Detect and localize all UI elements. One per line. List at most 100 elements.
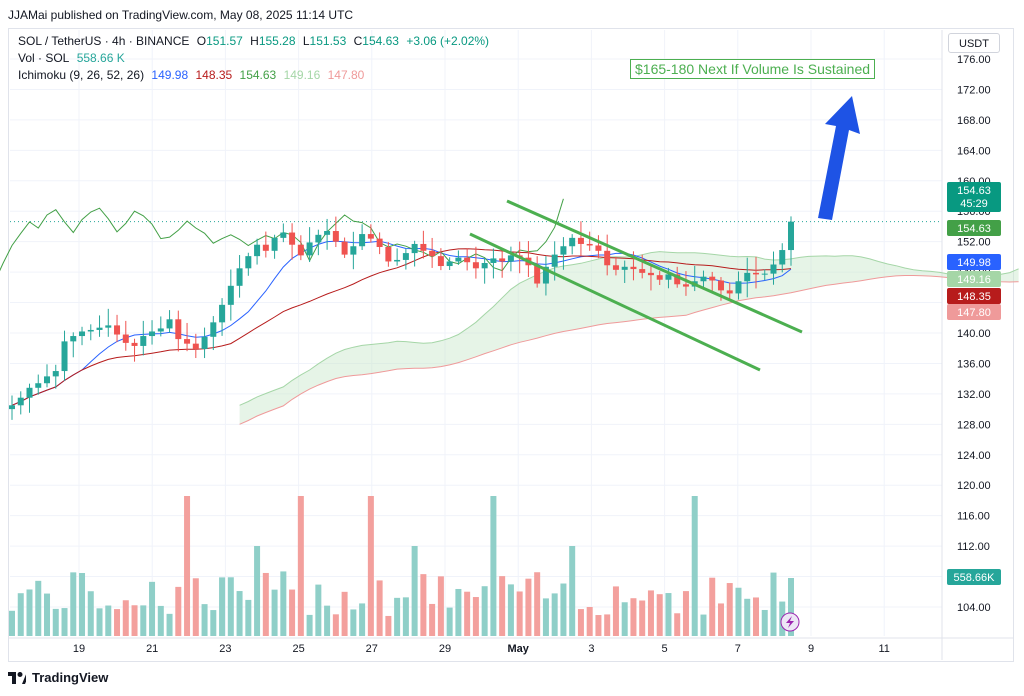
price-tag-label: 154.63 — [957, 185, 991, 197]
volume-bar — [105, 605, 112, 636]
candle-body — [44, 376, 51, 384]
x-tick-label: 9 — [808, 643, 814, 655]
volume-bar — [665, 593, 672, 636]
candle-body — [665, 274, 672, 280]
candle-body — [420, 243, 427, 251]
volume-bar — [437, 576, 444, 636]
x-tick-label: 11 — [878, 643, 889, 655]
upward-arrow-icon — [818, 96, 860, 220]
volume-bar — [201, 604, 208, 636]
volume-bar — [367, 496, 374, 636]
candle-body — [507, 255, 514, 262]
candle-body — [201, 336, 208, 349]
candle-body — [332, 231, 339, 242]
legend-change: +3.06 (+2.02%) — [406, 34, 490, 48]
volume-bar — [131, 605, 138, 636]
volume-bar — [411, 546, 418, 636]
volume-bar — [210, 610, 217, 636]
volume-bar — [429, 603, 436, 636]
legend-ichimoku-label[interactable]: Ichimoku (9, 26, 52, 26) — [18, 68, 145, 82]
volume-bar — [61, 608, 68, 636]
candle-body — [735, 281, 742, 294]
ichimoku-cloud — [239, 251, 1019, 425]
volume-bar — [324, 605, 331, 636]
volume-bar — [577, 609, 584, 636]
chart-frame[interactable] — [8, 28, 1014, 662]
x-tick-label: 29 — [439, 643, 451, 655]
candle-body — [577, 237, 584, 244]
ichimoku-base-value: 148.35 — [195, 68, 233, 82]
volume-bar — [542, 598, 549, 636]
candle-body — [481, 262, 488, 269]
legend-volume-label[interactable]: Vol · SOL — [18, 51, 70, 65]
candle-body — [289, 232, 296, 245]
candle-body — [35, 383, 42, 388]
volume-bar — [157, 605, 164, 636]
y-tick-label: 132.00 — [957, 389, 991, 401]
legend-symbol[interactable]: SOL / TetherUS · 4h · BINANCE — [18, 34, 190, 48]
volume-bar — [761, 609, 768, 636]
volume-bar — [525, 578, 532, 636]
x-tick-label: 3 — [588, 643, 594, 655]
candle-body — [595, 245, 602, 251]
price-target-annotation[interactable]: $165-180 Next If Volume Is Sustained — [630, 59, 876, 79]
footer-brand[interactable]: TradingView — [8, 670, 108, 685]
candle-body — [499, 258, 506, 262]
volume-bar — [647, 590, 654, 636]
volume-bar — [612, 586, 619, 636]
volume-bar — [114, 609, 121, 636]
y-tick-label: 124.00 — [957, 450, 991, 462]
candle-body — [569, 237, 576, 247]
candle-body — [717, 280, 724, 291]
volume-bar — [17, 593, 24, 636]
candle-body — [490, 258, 497, 263]
candle-body — [682, 284, 689, 287]
volume-bar — [595, 615, 602, 636]
x-tick-label: 5 — [662, 643, 668, 655]
volume-bar — [744, 598, 751, 636]
y-tick-label: 168.00 — [957, 115, 991, 127]
volume-bar — [227, 577, 234, 636]
candle-body — [17, 397, 24, 406]
volume-bar — [735, 587, 742, 636]
candle-body — [79, 331, 86, 337]
volume-bar — [586, 606, 593, 636]
candle-body — [429, 250, 436, 257]
volume-bar — [464, 591, 471, 636]
volume-bar — [35, 580, 42, 636]
candle-body — [788, 221, 794, 251]
volume-bar — [630, 598, 637, 636]
ichimoku-span-a-value: 149.16 — [283, 68, 321, 82]
volume-bar — [402, 597, 409, 636]
legend-low: L151.53 — [302, 34, 347, 48]
candle-body — [604, 250, 611, 266]
ichimoku-conversion-line — [11, 240, 792, 406]
candle-body — [367, 234, 374, 239]
volume-bar — [184, 496, 191, 636]
candle-body — [630, 266, 637, 270]
currency-button[interactable]: USDT — [948, 33, 1000, 53]
volume-bar — [297, 496, 304, 636]
legend-symbol-row: SOL / TetherUS · 4h · BINANCE O151.57 H1… — [18, 34, 493, 48]
candle-body — [122, 334, 129, 343]
candle-body — [779, 250, 786, 265]
volume-bar — [490, 496, 497, 636]
x-tick-label: 21 — [146, 643, 158, 655]
candle-body — [700, 276, 707, 282]
candle-body — [96, 327, 103, 330]
volume-bar — [385, 615, 392, 636]
legend-open: O151.57 — [196, 34, 243, 48]
y-tick-label: 164.00 — [957, 145, 991, 157]
volume-bar — [691, 496, 698, 636]
legend-ichimoku-row: Ichimoku (9, 26, 52, 26) 149.98 148.35 1… — [18, 68, 368, 82]
ichimoku-conversion-value: 149.98 — [151, 68, 189, 82]
volume-bar — [175, 586, 182, 636]
price-tag — [947, 304, 1001, 320]
y-tick-label: 112.00 — [957, 541, 990, 553]
candle-body — [131, 342, 138, 346]
candle-body — [219, 304, 226, 323]
legend-volume-row: Vol · SOL 558.66 K — [18, 51, 129, 65]
candle-body — [647, 272, 654, 276]
price-tag — [947, 569, 1001, 585]
